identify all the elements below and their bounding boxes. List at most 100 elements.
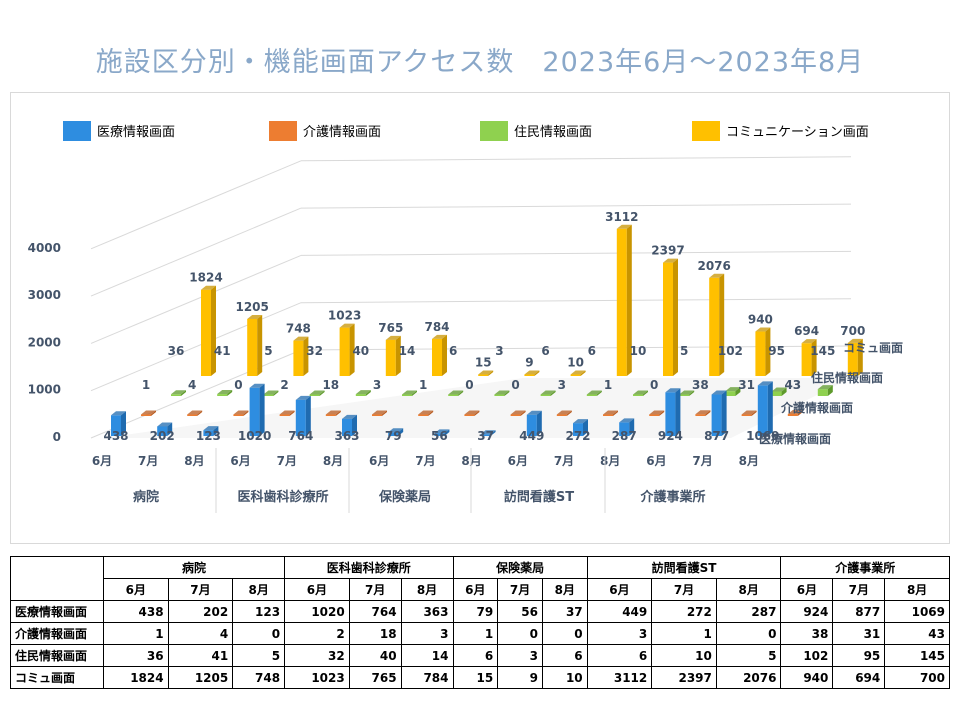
legend-swatch-0 xyxy=(63,121,91,141)
table-cell-2-13: 95 xyxy=(832,644,886,667)
bar-front xyxy=(187,414,198,416)
bar-1-4 xyxy=(325,410,341,416)
bar-2-2 xyxy=(263,390,279,396)
bar-side xyxy=(428,410,434,416)
bar-3-3 xyxy=(339,323,355,376)
bar-front xyxy=(339,327,350,376)
bar-top xyxy=(603,410,618,415)
table-month-header-4-2: 8月 xyxy=(884,578,950,601)
bar-1-3 xyxy=(279,410,295,416)
bar-top xyxy=(418,410,434,415)
table-header-months: 6月 7月 8月 6月 7月 8月 6月 7月 8月 6月 7月 8月 6月 7月 8月 xyxy=(11,578,950,601)
table-cell-2-12: 102 xyxy=(780,644,834,667)
table-cell-2-7: 3 xyxy=(497,644,543,667)
bar-side xyxy=(289,410,295,416)
bar-top xyxy=(709,273,725,278)
bar-3-8 xyxy=(570,370,586,376)
table-cell-0-0: 438 xyxy=(103,600,169,623)
bar-2-0 xyxy=(171,390,186,396)
bar-front xyxy=(679,394,690,396)
bar-2-3 xyxy=(309,390,325,396)
table-cell-3-11: 2076 xyxy=(715,666,782,689)
x-tick-month-2: 8月 xyxy=(184,454,204,468)
bar-0-3 xyxy=(249,383,265,436)
bar-top xyxy=(402,390,417,395)
bar-top xyxy=(372,410,387,415)
bar-0-6 xyxy=(388,428,404,436)
data-label-0-4: 764 xyxy=(288,429,313,443)
bar-top xyxy=(432,334,447,339)
data-label-3-2: 748 xyxy=(286,322,311,336)
table-cell-3-7: 9 xyxy=(497,666,543,689)
bar-side xyxy=(167,422,173,436)
y-tick-label-3: 3000 xyxy=(28,288,61,302)
bar-front xyxy=(233,414,244,416)
bar-side xyxy=(444,429,450,436)
data-label-0-13: 877 xyxy=(704,429,729,443)
data-label-2-13: 95 xyxy=(768,344,785,358)
table-month-header-3-0: 6月 xyxy=(586,578,653,601)
table-cell-2-6: 6 xyxy=(452,644,499,667)
chart-title: 施設区分別・機能画面アクセス数 2023年6月～2023年8月 xyxy=(95,47,865,78)
table-cell-3-3: 1023 xyxy=(284,666,350,689)
data-label-2-5: 14 xyxy=(399,344,416,358)
bar-side xyxy=(675,388,681,436)
table-cell-2-10: 10 xyxy=(651,644,717,667)
bar-side xyxy=(751,410,757,416)
data-table: 病院 医科歯科診療所 保険薬局 訪問看護ST 介護事業所 6月 7月 8月 6月 7月 8月 6月 7月… xyxy=(10,556,950,689)
bar-front xyxy=(478,374,489,376)
table-cell-3-12: 940 xyxy=(780,666,834,689)
table-cell-2-8: 6 xyxy=(541,644,588,667)
data-label-2-10: 10 xyxy=(630,344,647,358)
bar-front xyxy=(616,228,627,376)
chart-svg: 医療情報画面 介護情報画面 住民情報画面 コミュニケーション画面01000200030… xyxy=(28,121,903,513)
table-row-label-1: 介護情報画面 xyxy=(10,622,104,645)
bar-front xyxy=(372,414,382,416)
table-cell-1-3: 2 xyxy=(284,622,350,645)
bar-2-6 xyxy=(448,390,464,396)
bar-3-1 xyxy=(247,315,263,376)
bar-front xyxy=(540,394,551,396)
data-label-0-12: 924 xyxy=(658,429,683,443)
bar-top xyxy=(771,387,787,392)
table-group-header-3: 訪問看護ST xyxy=(586,556,782,579)
bar-1-10 xyxy=(603,410,618,416)
bar-3-9 xyxy=(616,224,632,376)
bar-0-1 xyxy=(157,422,173,436)
bar-side xyxy=(335,410,341,416)
legend-label-3: コミュニケーション画面 xyxy=(726,125,869,140)
bar-side xyxy=(273,390,279,396)
data-label-3-3: 1023 xyxy=(328,309,361,323)
bar-side xyxy=(596,390,602,396)
data-label-0-5: 363 xyxy=(334,429,359,443)
bar-top xyxy=(295,395,311,400)
bar-side xyxy=(735,387,741,396)
bar-3-12 xyxy=(755,327,771,376)
bar-top xyxy=(817,385,833,390)
table-row: 介護情報画面 1 4 0 2 18 3 1 0 0 3 1 0 38 31 43 xyxy=(10,622,950,645)
table-month-header-2-2: 8月 xyxy=(541,578,588,601)
data-label-2-12: 102 xyxy=(718,344,743,358)
data-label-1-5: 3 xyxy=(373,378,381,392)
data-label-3-12: 940 xyxy=(748,313,773,327)
data-label-1-8: 0 xyxy=(511,378,519,392)
bar-0-4 xyxy=(295,395,311,436)
x-tick-month-5: 8月 xyxy=(323,454,343,468)
bar-front xyxy=(586,394,597,396)
bar-front xyxy=(526,414,537,436)
bar-front xyxy=(755,331,766,376)
bar-side xyxy=(566,410,572,416)
bar-top xyxy=(187,410,203,415)
bar-top xyxy=(201,285,216,290)
table-cell-3-10: 2397 xyxy=(651,666,717,689)
table-cell-2-11: 5 xyxy=(715,644,782,667)
bar-side xyxy=(827,385,833,396)
bar-side xyxy=(197,410,203,416)
bar-1-13 xyxy=(741,410,757,416)
bar-front xyxy=(418,414,429,416)
data-label-1-0: 1 xyxy=(142,378,150,392)
bar-front xyxy=(263,394,274,396)
bar-front xyxy=(448,394,459,396)
bar-front xyxy=(603,414,613,416)
bar-1-9 xyxy=(556,410,572,416)
